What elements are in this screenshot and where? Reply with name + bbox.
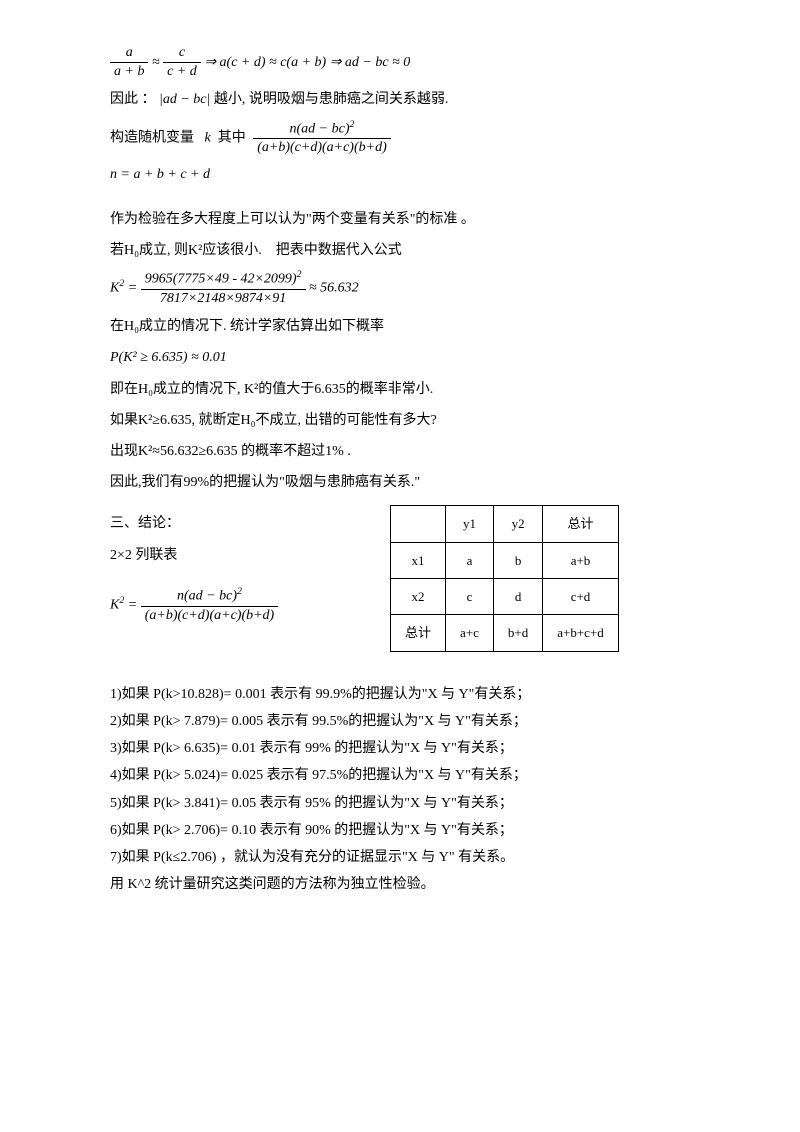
- table-cell: a: [446, 542, 494, 578]
- rule-item: 2)如果 P(k> 7.879)= 0.005 表示有 99.5%的把握认为"X…: [110, 709, 690, 734]
- table-cell: x1: [391, 542, 446, 578]
- k-den: (a+b)(c+d)(a+c)(b+d): [253, 139, 391, 157]
- table-cell: a+b+c+d: [543, 615, 619, 651]
- explain-1: 即在H₀成立的情况下, K²的值大于6.635的概率非常小.: [110, 377, 690, 402]
- calc-num: 9965(7775×49 - 42×2099)2: [141, 269, 306, 290]
- k-squared-formula: K2 = n(ad − bc)2 (a+b)(c+d)(a+c)(b+d): [110, 586, 370, 625]
- table-header: [391, 506, 446, 542]
- rule-item: 用 K^2 统计量研究这类问题的方法称为独立性检验。: [110, 872, 690, 897]
- table-header: y2: [493, 506, 542, 542]
- table-cell: d: [493, 579, 542, 615]
- conclusion-line: 因此 ： |ad − bc| 越小, 说明吸烟与患肺癌之间关系越弱.: [110, 87, 690, 112]
- frac-num: c: [163, 44, 201, 63]
- equation-rhs: ⇒ a(c + d) ≈ c(a + b) ⇒ ad − bc ≈ 0: [204, 55, 410, 70]
- frac-num: a: [110, 44, 148, 63]
- table-cell: 总计: [391, 615, 446, 651]
- explain-2: 如果K²≥6.635, 就断定H₀不成立, 出错的可能性有多大?: [110, 408, 690, 433]
- equation-proportion: a a + b ≈ c c + d ⇒ a(c + d) ≈ c(a + b) …: [110, 44, 690, 81]
- table-cell: a+b: [543, 542, 619, 578]
- n-definition: n = a + b + c + d: [110, 162, 690, 187]
- calc-den: 7817×2148×9874×91: [141, 290, 306, 308]
- table-cell: c+d: [543, 579, 619, 615]
- rule-item: 6)如果 P(k> 2.706)= 0.10 表示有 90% 的把握认为"X 与…: [110, 818, 690, 843]
- rule-item: 3)如果 P(k> 6.635)= 0.01 表示有 99% 的把握认为"X 与…: [110, 736, 690, 761]
- frac-den: c + d: [163, 63, 201, 81]
- section-title: 三、结论：: [110, 511, 370, 536]
- section-conclusion: 三、结论： 2×2 列联表 K2 = n(ad − bc)2 (a+b)(c+d…: [110, 505, 690, 652]
- k-num: n(ad − bc)2: [253, 119, 391, 140]
- rule-item: 7)如果 P(k≤2.706) ，就认为没有充分的证据显示"X 与 Y" 有关系…: [110, 845, 690, 870]
- table-cell: c: [446, 579, 494, 615]
- table-cell: x2: [391, 579, 446, 615]
- standard-text: 作为检验在多大程度上可以认为"两个变量有关系"的标准 。: [110, 207, 690, 232]
- rule-item: 4)如果 P(k> 5.024)= 0.025 表示有 97.5%的把握认为"X…: [110, 763, 690, 788]
- rule-item: 1)如果 P(k>10.828)= 0.001 表示有 99.9%的把握认为"X…: [110, 682, 690, 707]
- probability: P(K² ≥ 6.635) ≈ 0.01: [110, 345, 690, 370]
- table-cell: b+d: [493, 615, 542, 651]
- section-subtitle: 2×2 列联表: [110, 543, 370, 568]
- k-formula-line: 构造随机变量 k 其中 n(ad − bc)2 (a+b)(c+d)(a+c)(…: [110, 119, 690, 158]
- calculation: K2 = 9965(7775×49 - 42×2099)2 7817×2148×…: [110, 269, 690, 308]
- h0-text: 若H₀成立, 则K²应该很小. 把表中数据代入公式: [110, 238, 690, 263]
- contingency-table: y1 y2 总计 x1 a b a+b x2 c d c+d 总计 a+c b+…: [390, 505, 619, 652]
- explain-3: 出现K²≈56.632≥6.635 的概率不超过1% .: [110, 439, 690, 464]
- rule-item: 5)如果 P(k> 3.841)= 0.05 表示有 95% 的把握认为"X 与…: [110, 791, 690, 816]
- table-header: y1: [446, 506, 494, 542]
- stat-text: 在H₀成立的情况下. 统计学家估算出如下概率: [110, 314, 690, 339]
- explain-4: 因此,我们有99%的把握认为"吸烟与患肺癌有关系.": [110, 470, 690, 495]
- table-cell: a+c: [446, 615, 494, 651]
- frac-den: a + b: [110, 63, 148, 81]
- probability-rules: 1)如果 P(k>10.828)= 0.001 表示有 99.9%的把握认为"X…: [110, 682, 690, 898]
- table-header: 总计: [543, 506, 619, 542]
- table-cell: b: [493, 542, 542, 578]
